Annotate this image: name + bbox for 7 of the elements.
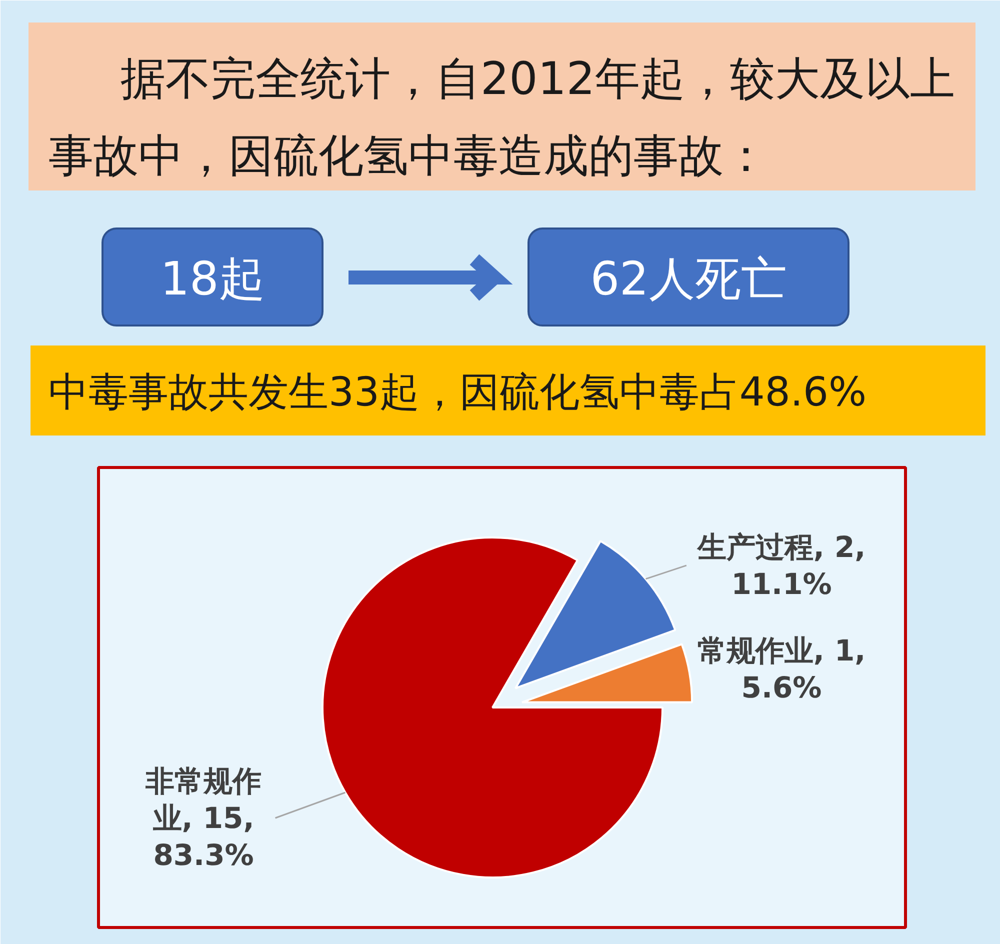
text: 62人死亡 [590, 252, 787, 306]
slice-label: 生产过程, 2, 11.1% [696, 530, 866, 601]
text: 18起 [160, 252, 265, 306]
slice-label: 非常规作业, 15, 83.3% [144, 764, 262, 872]
slice-label: 常规作业, 1, 5.6% [697, 634, 866, 705]
chart-title: 据不完全统计，自2012年起，较大及以上事故中，因硫化氢中毒造成的事故： [48, 52, 956, 182]
text: 中毒事故共发生33起，因硫化氢中毒占48.6% [48, 370, 866, 416]
